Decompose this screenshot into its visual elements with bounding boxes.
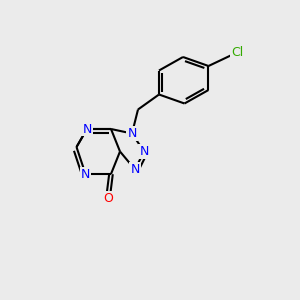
Text: N: N [127, 127, 137, 140]
Text: N: N [81, 167, 90, 181]
Text: O: O [103, 191, 113, 205]
Text: Cl: Cl [231, 46, 243, 59]
Text: N: N [82, 122, 92, 136]
Text: N: N [139, 145, 149, 158]
Text: N: N [130, 163, 140, 176]
